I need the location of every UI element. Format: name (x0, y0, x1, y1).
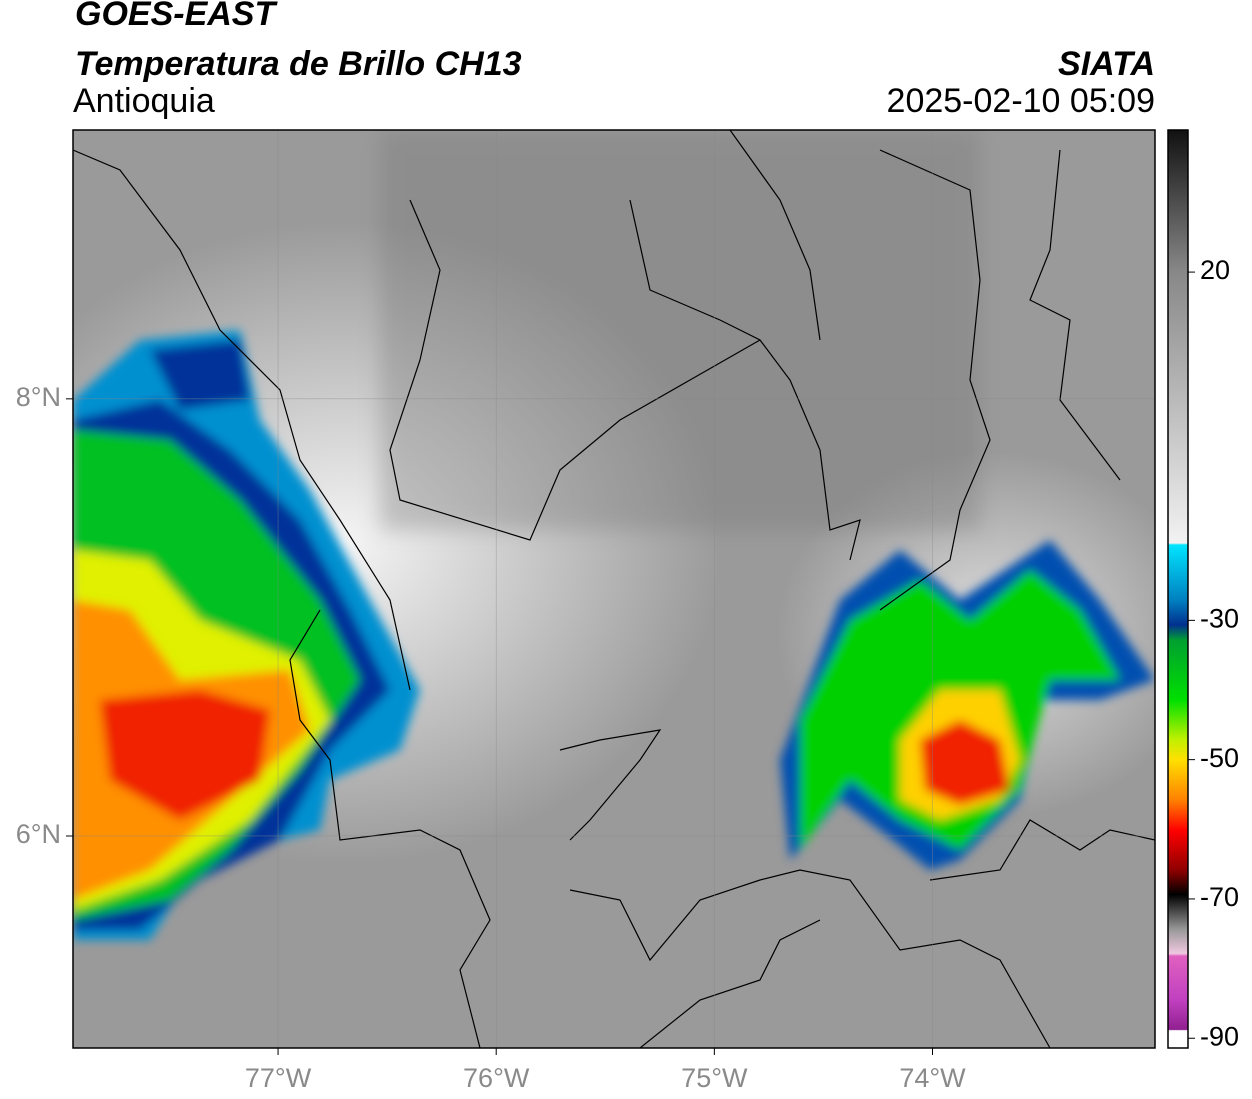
subtitle: Temperatura de Brillo CH13 (75, 45, 522, 83)
colorbar-tick-label: -70 (1200, 882, 1239, 912)
x-tick-label: 77°W (245, 1063, 312, 1093)
source: SIATA (1058, 45, 1155, 83)
x-tick-label: 75°W (681, 1063, 748, 1093)
y-tick-label: 8°N (16, 382, 61, 412)
region: Antioquia (73, 82, 215, 120)
title: GOES-EAST (75, 0, 278, 33)
colorbar-tick-label: 20 (1200, 255, 1230, 285)
x-tick-label: 74°W (899, 1063, 966, 1093)
colorbar-tick-label: -50 (1200, 743, 1239, 773)
satellite-image (73, 130, 1155, 1048)
plot-frame (72, 129, 1156, 1049)
colorbar (1167, 129, 1189, 1049)
x-tick-label: 76°W (463, 1063, 530, 1093)
timestamp: 2025-02-10 05:09 (887, 82, 1155, 120)
colorbar-tick-label: -90 (1200, 1021, 1239, 1051)
borders (73, 130, 1155, 1048)
colorbar-tick-label: -30 (1200, 603, 1239, 633)
grid (73, 130, 1155, 1048)
y-tick-label: 6°N (16, 819, 61, 849)
